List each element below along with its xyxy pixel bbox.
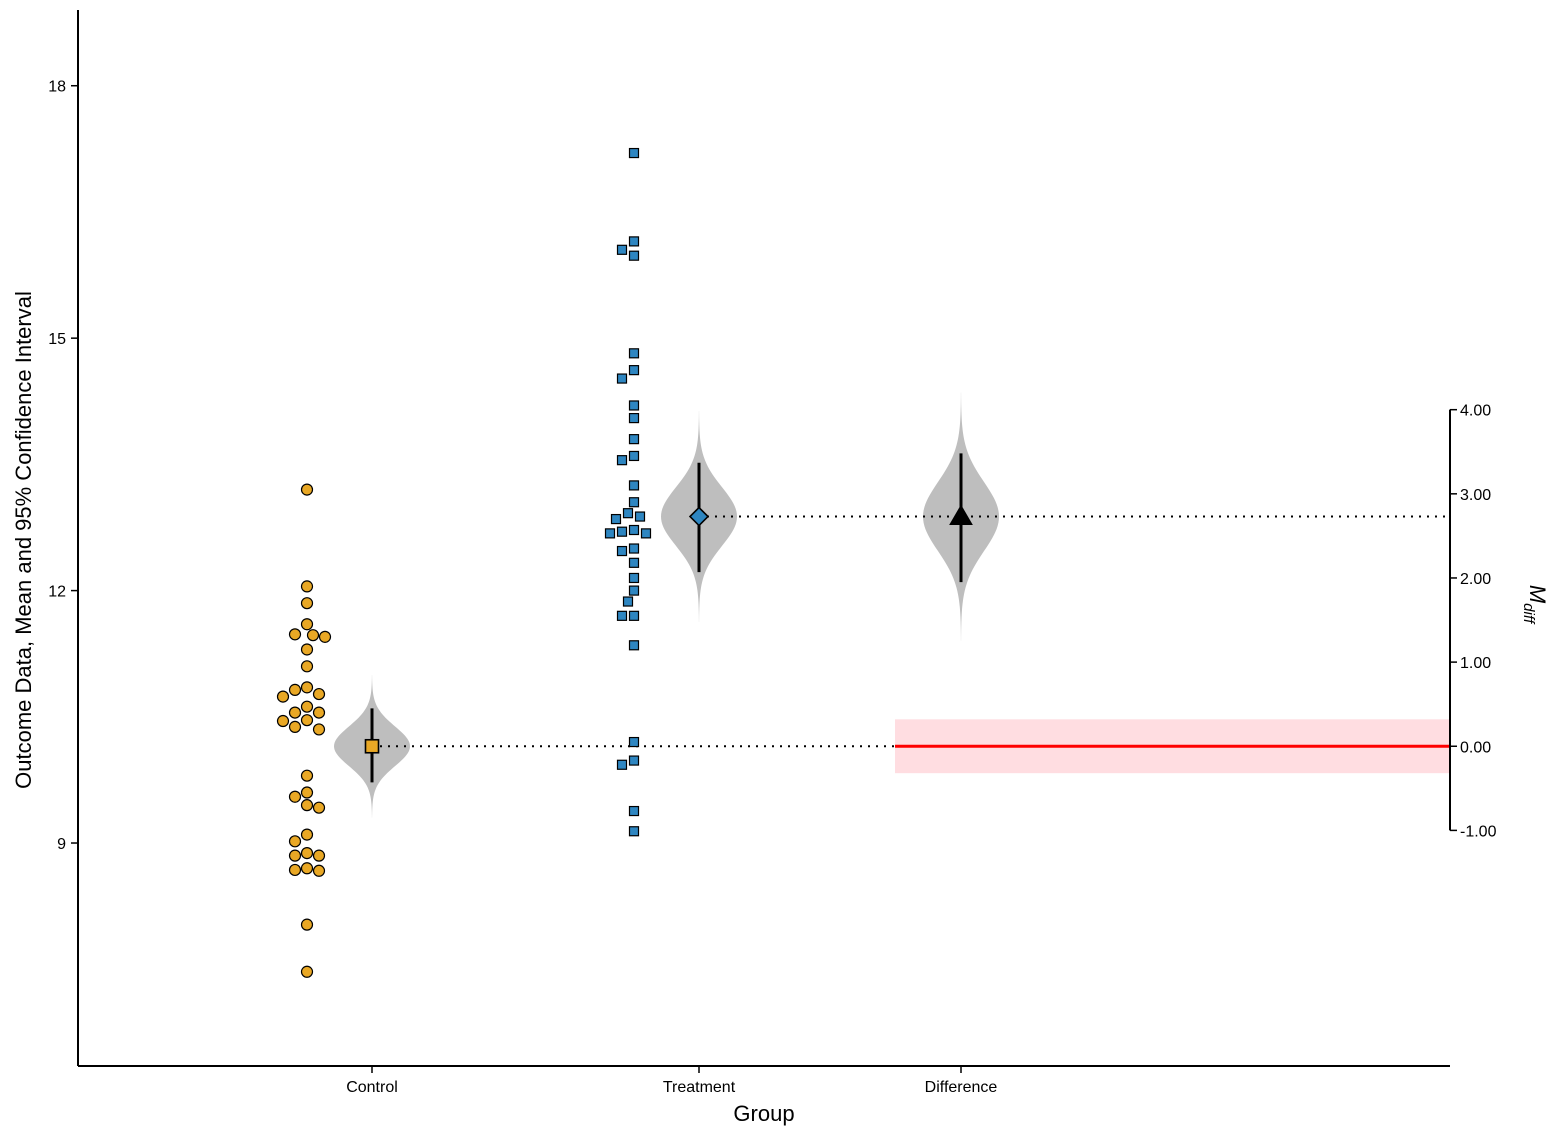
control-point bbox=[318, 630, 332, 643]
control-point bbox=[288, 790, 302, 803]
control-point bbox=[312, 849, 326, 862]
treatment-point bbox=[616, 545, 628, 557]
y2-tick-label: 2.00 bbox=[1460, 571, 1491, 588]
control-point bbox=[300, 618, 314, 631]
control-point bbox=[288, 628, 302, 641]
y-tick-label: 15 bbox=[48, 331, 66, 348]
y-axis-title: Outcome Data, Mean and 95% Confidence In… bbox=[11, 291, 36, 789]
control-point bbox=[312, 706, 326, 719]
treatment-point bbox=[628, 572, 640, 584]
control-point bbox=[300, 597, 314, 610]
y2-axis-title-main: M bbox=[1525, 585, 1550, 604]
y-tick-label: 18 bbox=[48, 79, 66, 96]
control-point bbox=[288, 863, 302, 877]
control-point bbox=[300, 847, 314, 860]
control-point bbox=[300, 660, 314, 673]
treatment-point bbox=[628, 524, 640, 536]
x-axis-title: Group bbox=[733, 1101, 794, 1126]
control-point bbox=[300, 681, 314, 694]
treatment-point bbox=[616, 526, 628, 537]
treatment-point bbox=[622, 596, 634, 607]
treatment-point bbox=[616, 244, 628, 255]
treatment-point bbox=[616, 373, 628, 384]
control-point bbox=[312, 864, 326, 877]
y2-tick-label: 4.00 bbox=[1460, 403, 1491, 420]
control-point bbox=[312, 723, 326, 736]
control-point bbox=[300, 862, 314, 875]
control-point bbox=[312, 801, 326, 814]
control-point bbox=[276, 714, 290, 728]
control-point bbox=[300, 786, 314, 799]
y2-tick-label: 1.00 bbox=[1460, 655, 1491, 672]
treatment-point bbox=[628, 412, 640, 424]
control-point bbox=[300, 700, 314, 713]
treatment-point bbox=[628, 147, 640, 159]
treatment-mean-marker bbox=[688, 506, 710, 527]
treatment-point bbox=[628, 610, 640, 621]
control-point bbox=[300, 828, 314, 841]
control-point bbox=[312, 687, 326, 701]
treatment-point bbox=[628, 236, 640, 247]
control-point bbox=[288, 720, 302, 734]
titles-layer: Group Outcome Data, Mean and 95% Confide… bbox=[11, 291, 1550, 1126]
treatment-point bbox=[610, 513, 622, 525]
control-point bbox=[288, 849, 302, 862]
treatment-point bbox=[634, 511, 646, 522]
treatment-point bbox=[616, 759, 628, 770]
control-point bbox=[300, 643, 314, 656]
treatment-point bbox=[628, 480, 640, 491]
control-point bbox=[300, 918, 314, 931]
difference-mean-marker bbox=[949, 504, 973, 526]
y2-axis-title-sub: diff bbox=[1520, 603, 1537, 625]
points-layer bbox=[276, 147, 652, 978]
treatment-point bbox=[616, 610, 628, 621]
treatment-point bbox=[622, 508, 634, 519]
treatment-point bbox=[628, 348, 640, 359]
axes-layer: 9 12 15 18 Control Treatment Difference -1.00 0.… bbox=[48, 10, 1497, 1096]
control-mean-marker bbox=[364, 738, 380, 754]
treatment-point bbox=[604, 528, 616, 539]
treatment-point bbox=[628, 497, 640, 508]
summaries-layer bbox=[364, 453, 973, 783]
treatment-point bbox=[628, 543, 640, 554]
control-point bbox=[288, 835, 302, 848]
y2-tick-label: 0.00 bbox=[1460, 739, 1491, 756]
control-point bbox=[300, 714, 314, 727]
mean-guides-layer bbox=[372, 515, 1450, 748]
y-tick-label: 9 bbox=[57, 836, 66, 853]
control-point bbox=[300, 769, 314, 782]
control-point bbox=[300, 799, 314, 812]
treatment-point bbox=[616, 455, 628, 466]
treatment-point bbox=[628, 755, 640, 766]
treatment-point bbox=[628, 805, 640, 817]
treatment-point bbox=[628, 365, 640, 376]
treatment-point bbox=[628, 450, 640, 462]
treatment-point bbox=[628, 640, 640, 651]
control-point bbox=[288, 706, 302, 719]
control-point bbox=[276, 690, 290, 703]
x-tick-label: Difference bbox=[925, 1079, 998, 1096]
control-point bbox=[306, 629, 320, 642]
treatment-point bbox=[628, 557, 640, 568]
y2-axis-title: Mdiff bbox=[1520, 585, 1550, 625]
treatment-point bbox=[628, 585, 640, 596]
x-tick-label: Control bbox=[346, 1079, 398, 1096]
control-point bbox=[288, 683, 302, 696]
reference-band-layer bbox=[895, 719, 1450, 774]
x-tick-label: Treatment bbox=[663, 1079, 736, 1096]
y2-tick-label: -1.00 bbox=[1460, 823, 1497, 840]
treatment-point bbox=[628, 434, 640, 445]
treatment-point bbox=[628, 736, 640, 748]
treatment-point bbox=[628, 250, 640, 261]
treatment-point bbox=[628, 826, 640, 837]
control-point bbox=[300, 483, 314, 496]
control-point bbox=[300, 965, 314, 978]
y-tick-label: 12 bbox=[48, 584, 66, 601]
treatment-point bbox=[640, 528, 652, 539]
y2-tick-label: 3.00 bbox=[1460, 487, 1491, 504]
control-point bbox=[300, 580, 314, 593]
treatment-point bbox=[628, 400, 640, 411]
